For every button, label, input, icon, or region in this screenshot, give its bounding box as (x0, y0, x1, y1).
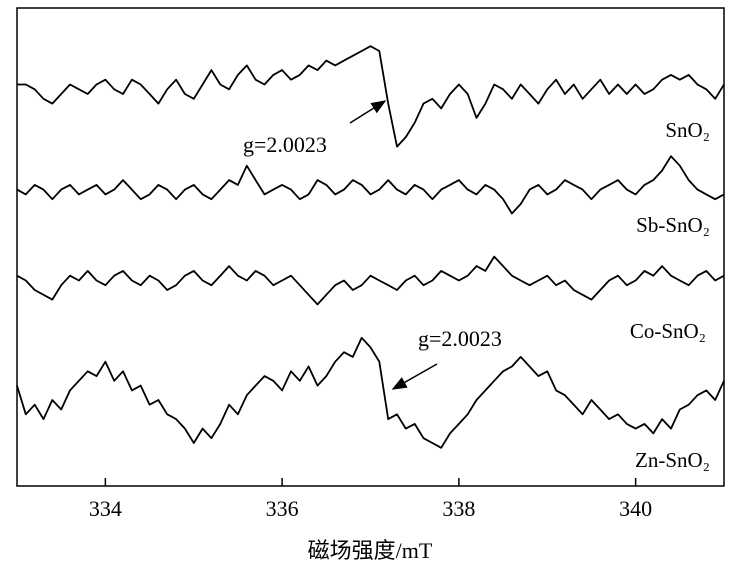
spectrum-line (16, 155, 725, 215)
plot-frame (16, 7, 725, 487)
spectrum-line (16, 255, 725, 306)
x-axis-label: 磁场强度/mT (308, 538, 433, 563)
annotation: g=2.0023 (418, 326, 502, 351)
x-tick-label: 338 (442, 496, 475, 521)
series-label: Zn-SnO₂ (635, 448, 710, 472)
series-label: SnO₂ (665, 118, 710, 142)
spectrum-line (16, 336, 725, 449)
x-tick-label: 336 (266, 496, 299, 521)
series-label: Co-SnO₂ (630, 319, 706, 343)
annotation: g=2.0023 (243, 132, 327, 157)
spectrum-line (17, 45, 725, 148)
x-tick-label: 334 (89, 496, 122, 521)
arrow (391, 363, 438, 390)
x-tick-label: 340 (619, 496, 652, 521)
series-label: Sb-SnO₂ (636, 213, 710, 237)
arrow (349, 100, 387, 124)
